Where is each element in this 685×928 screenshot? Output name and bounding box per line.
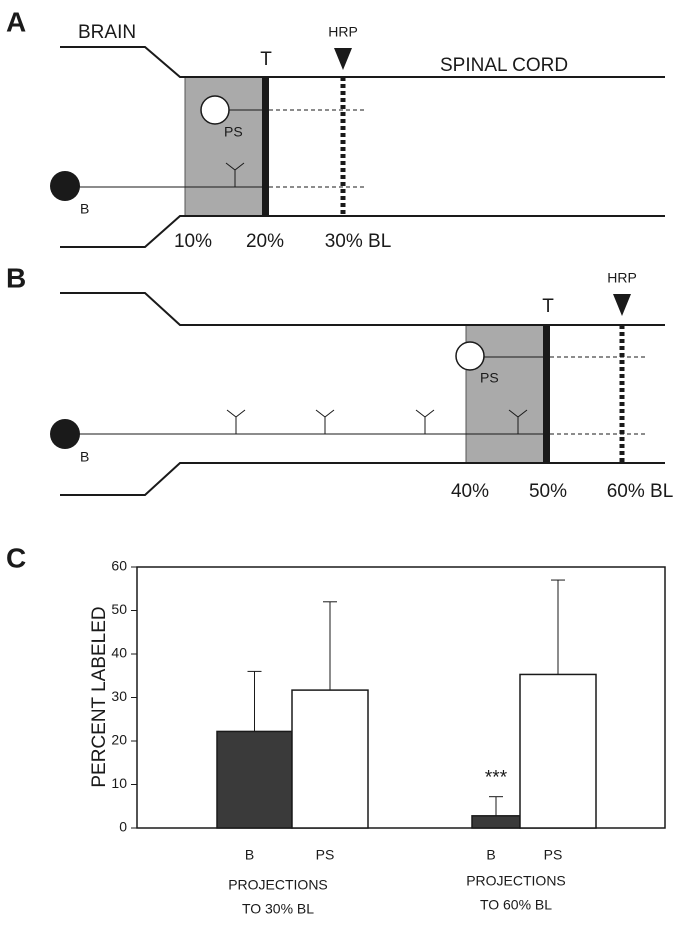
b-neuron xyxy=(50,171,80,201)
y-tick-label: 10 xyxy=(111,775,127,791)
panel-label: C xyxy=(6,542,26,573)
t-label: T xyxy=(542,296,554,317)
brain-label: BRAIN xyxy=(78,22,136,43)
ps-neuron xyxy=(455,341,485,371)
ps-label: PS xyxy=(480,370,499,386)
y-tick-label: 0 xyxy=(119,819,127,835)
b-neuron xyxy=(50,419,80,449)
x-tick-label: PS xyxy=(316,847,335,863)
position-label: 60% BL xyxy=(607,481,674,502)
bar xyxy=(471,815,521,829)
y-tick-label: 30 xyxy=(111,688,127,704)
bar xyxy=(291,689,369,829)
position-label: 30% BL xyxy=(325,231,392,252)
x-tick-label: B xyxy=(245,847,254,863)
position-label: 20% xyxy=(246,231,284,252)
transection xyxy=(543,325,550,463)
diagram-a: A BRAIN SPINAL CORD T HRP PS B 10% 20% 3… xyxy=(6,6,665,252)
ps-neuron xyxy=(200,95,230,125)
t-label: T xyxy=(260,49,272,70)
bar xyxy=(216,730,293,829)
y-tick-label: 50 xyxy=(111,601,127,617)
x-tick-label: PS xyxy=(544,847,563,863)
hrp-arrow xyxy=(613,294,631,316)
group-label: PROJECTIONS xyxy=(228,877,328,893)
spinal-cord-label: SPINAL CORD xyxy=(440,55,568,76)
position-label: 40% xyxy=(451,481,489,502)
lesion-zone xyxy=(184,76,266,217)
group-label: PROJECTIONS xyxy=(466,873,566,889)
cord-outline xyxy=(60,462,665,496)
position-label: 50% xyxy=(529,481,567,502)
significance: *** xyxy=(485,768,508,789)
bar xyxy=(519,673,597,829)
cord-outline xyxy=(60,46,665,78)
synapses xyxy=(226,409,528,434)
cord-outline xyxy=(60,292,665,326)
group-label: TO 30% BL xyxy=(242,901,314,917)
transection xyxy=(262,77,269,216)
panel-label: B xyxy=(6,262,26,293)
hrp-arrow xyxy=(334,48,352,70)
panel-label: A xyxy=(6,6,26,37)
ps-label: PS xyxy=(224,124,243,140)
position-label: 10% xyxy=(174,231,212,252)
diagram-b: B T HRP PS B 40% 50% 60% BL xyxy=(6,262,673,502)
b-label: B xyxy=(80,449,89,465)
y-axis-label: PERCENT LABELED xyxy=(89,606,110,787)
y-tick-label: 40 xyxy=(111,645,127,661)
b-label: B xyxy=(80,201,89,217)
group-label: TO 60% BL xyxy=(480,897,552,913)
x-tick-label: B xyxy=(486,847,495,863)
hrp-label: HRP xyxy=(328,24,358,40)
y-tick-label: 60 xyxy=(111,558,127,574)
hrp-label: HRP xyxy=(607,270,637,286)
cord-outline xyxy=(60,215,665,248)
y-tick-label: 20 xyxy=(111,732,127,748)
